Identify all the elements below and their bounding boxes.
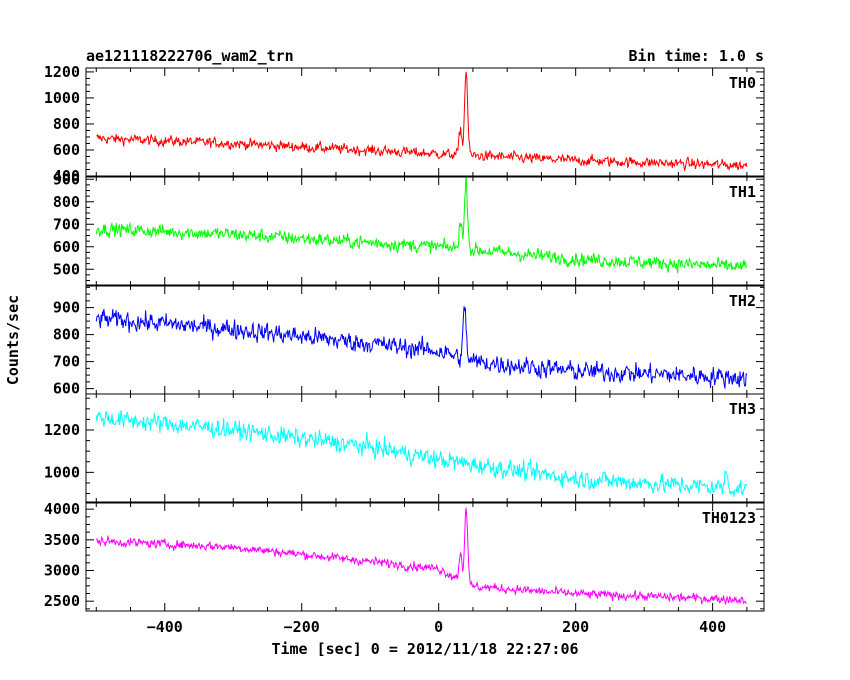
y-tick-label: 600 — [53, 238, 80, 256]
x-tick-label: −400 — [147, 618, 183, 636]
y-tick-label: 700 — [53, 353, 80, 371]
y-tick-label: 900 — [53, 299, 80, 317]
panel-frame — [85, 502, 765, 612]
y-tick-label: 800 — [53, 326, 80, 344]
y-tick-label: 4000 — [44, 500, 80, 518]
panel-label: TH1 — [729, 183, 756, 201]
x-tick-label: −200 — [284, 618, 320, 636]
y-tick-label: 1200 — [44, 421, 80, 439]
panel-frame — [85, 393, 765, 503]
panel-th1: 500 600 700 800 900 TH1 — [53, 170, 765, 286]
x-tick-label: 0 — [434, 618, 443, 636]
x-tick-label: 400 — [699, 618, 726, 636]
panel-th0123: 2500 3000 3500 4000 TH0123 — [44, 500, 765, 612]
y-tick-label: 600 — [53, 380, 80, 398]
y-tick-label: 800 — [53, 193, 80, 211]
series-line-th1 — [95, 177, 748, 274]
y-tick-label: 800 — [53, 115, 80, 133]
panel-label: TH2 — [729, 292, 756, 310]
panel-frame — [85, 285, 765, 395]
series-line-th3 — [95, 410, 748, 497]
panels-group: 400 600 800 1000 1200 TH0 500 600 700 800 900 TH1 60… — [44, 63, 765, 612]
y-tick-label: 700 — [53, 215, 80, 233]
panel-frame — [85, 176, 765, 286]
y-tick-label: 600 — [53, 141, 80, 159]
x-axis-label: Time [sec] 0 = 2012/11/18 22:27:06 — [271, 640, 578, 658]
y-tick-label: 1200 — [44, 63, 80, 81]
chart-subtitle: Bin time: 1.0 s — [629, 47, 764, 65]
y-tick-label: 400 — [53, 167, 80, 185]
chart-title: ae121118222706_wam2_trn — [86, 47, 294, 65]
y-tick-label: 1000 — [44, 463, 80, 481]
y-tick-label: 3500 — [44, 531, 80, 549]
panel-th2: 600 700 800 900 TH2 — [53, 285, 765, 398]
y-tick-label: 1000 — [44, 89, 80, 107]
y-tick-label: 2500 — [44, 592, 80, 610]
series-line-th2 — [95, 306, 748, 389]
y-tick-label: 3000 — [44, 562, 80, 580]
panel-frame — [85, 67, 765, 177]
x-axis: −400 −200 0 200 400 — [147, 618, 726, 636]
y-tick-label: 500 — [53, 260, 80, 278]
panel-th0: 400 600 800 1000 1200 TH0 — [44, 63, 765, 185]
y-axis-label: Counts/sec — [4, 295, 22, 385]
x-tick-label: 200 — [562, 618, 589, 636]
y-tick-label: 900 — [53, 170, 80, 188]
panel-label: TH0123 — [702, 509, 756, 527]
panel-th3: 1000 1200 TH3 — [44, 393, 765, 503]
series-line-th0 — [96, 71, 748, 172]
panel-label: TH3 — [729, 400, 756, 418]
panel-label: TH0 — [729, 74, 756, 92]
series-line-th0123 — [95, 507, 747, 606]
